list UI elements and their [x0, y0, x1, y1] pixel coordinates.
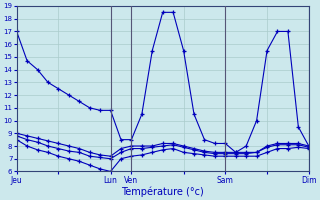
X-axis label: Température (°c): Température (°c)	[121, 186, 204, 197]
